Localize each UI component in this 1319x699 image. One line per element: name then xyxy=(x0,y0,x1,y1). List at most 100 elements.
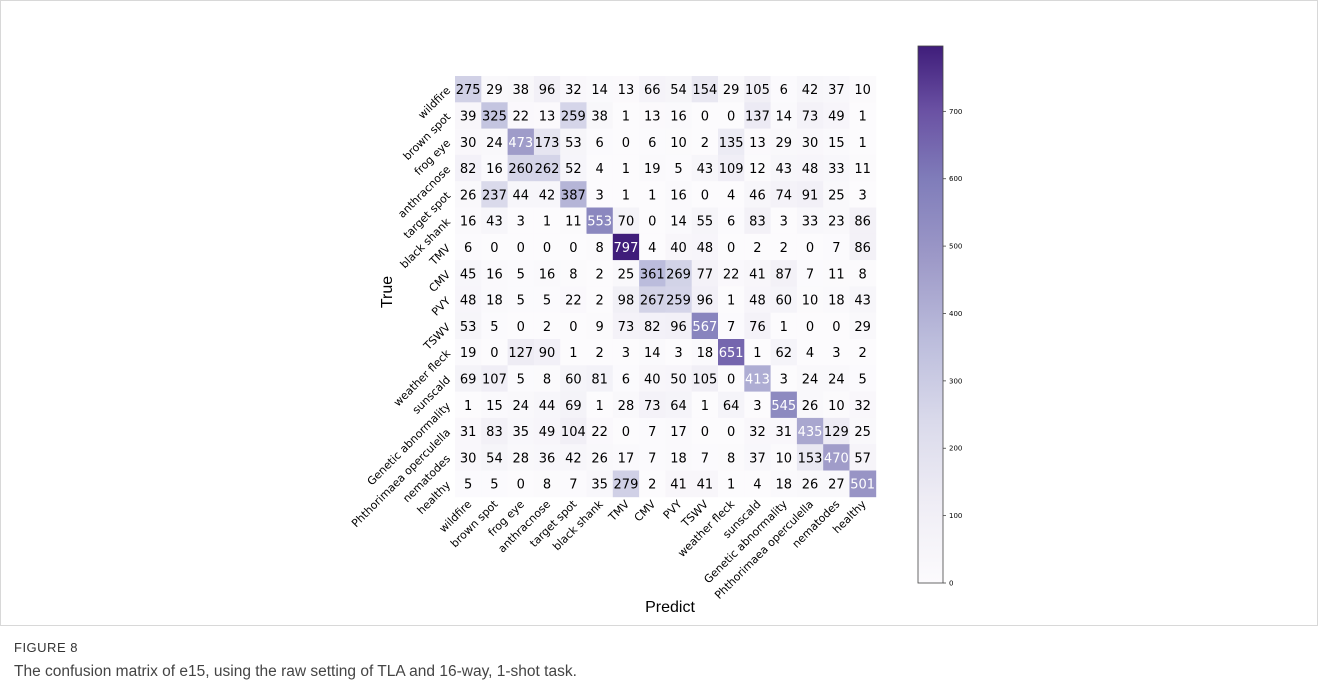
heatmap-cell xyxy=(612,391,640,419)
cell-value: 13 xyxy=(618,83,635,98)
cell-value: 16 xyxy=(670,109,687,124)
cell-value: 73 xyxy=(618,320,635,335)
cell-value: 32 xyxy=(749,425,766,440)
heatmap-cell xyxy=(744,339,771,366)
heatmap-cell xyxy=(586,76,614,103)
heatmap-cell xyxy=(823,102,850,129)
heatmap-cell xyxy=(481,233,508,261)
cell-value: 66 xyxy=(644,83,661,98)
cell-value: 16 xyxy=(539,267,556,282)
heatmap-cell xyxy=(612,154,640,182)
cell-value: 69 xyxy=(460,372,477,387)
cell-value: 5 xyxy=(859,372,867,387)
cell-value: 38 xyxy=(591,109,608,124)
heatmap-cell xyxy=(639,76,666,103)
cell-value: 44 xyxy=(512,188,529,203)
heatmap-cell xyxy=(507,207,535,235)
heatmap-cell xyxy=(849,286,877,314)
cell-value: 3 xyxy=(753,399,761,414)
heatmap-cell xyxy=(507,339,535,366)
cell-value: 43 xyxy=(854,294,871,309)
cell-value: 52 xyxy=(565,162,582,177)
heatmap-cell xyxy=(823,233,850,261)
cell-value: 2 xyxy=(596,346,604,361)
colorbar-tick-label: 0 xyxy=(949,580,953,588)
cell-value: 25 xyxy=(618,267,635,282)
heatmap-cell xyxy=(481,260,508,287)
heatmap-cell xyxy=(665,339,693,366)
heatmap-cell xyxy=(533,312,561,340)
cell-value: 22 xyxy=(512,109,529,124)
heatmap-cell xyxy=(586,181,614,208)
heatmap-cell xyxy=(481,470,508,498)
cell-value: 40 xyxy=(644,372,661,387)
cell-value: 37 xyxy=(828,83,845,98)
heatmap-cell xyxy=(665,417,693,445)
heatmap-cell xyxy=(718,417,745,445)
cell-value: 7 xyxy=(648,425,656,440)
cell-value: 98 xyxy=(618,294,635,309)
heatmap-cell xyxy=(612,128,640,156)
cell-value: 43 xyxy=(697,162,714,177)
cell-value: 62 xyxy=(775,346,792,361)
cell-value: 1 xyxy=(464,399,472,414)
cell-value: 567 xyxy=(692,320,717,335)
cell-value: 2 xyxy=(543,320,551,335)
cell-value: 77 xyxy=(697,267,714,282)
cell-value: 36 xyxy=(539,451,556,466)
cell-value: 14 xyxy=(591,83,608,98)
cell-value: 32 xyxy=(565,83,582,98)
heatmap-cell xyxy=(718,128,745,156)
heatmap-cell xyxy=(533,207,561,235)
heatmap-cell xyxy=(665,286,693,314)
heatmap-cell xyxy=(533,286,561,314)
cell-value: 18 xyxy=(775,478,792,493)
cell-value: 0 xyxy=(727,425,735,440)
cell-value: 501 xyxy=(850,478,875,493)
heatmap-cell xyxy=(612,207,640,235)
cell-value: 1 xyxy=(727,294,735,309)
heatmap-cell xyxy=(665,128,693,156)
heatmap-cell xyxy=(612,102,640,129)
heatmap-cell xyxy=(455,181,482,208)
heatmap-cell xyxy=(691,444,719,471)
cell-value: 26 xyxy=(802,478,819,493)
heatmap-cell xyxy=(718,286,745,314)
heatmap-cell xyxy=(455,391,482,419)
heatmap-cell xyxy=(507,365,535,392)
cell-value: 4 xyxy=(753,478,761,493)
cell-value: 6 xyxy=(648,136,656,151)
cell-value: 35 xyxy=(512,425,529,440)
colorbar-ticks: 0 100 200 300 400 500 600 700 xyxy=(943,108,962,588)
cell-value: 15 xyxy=(486,399,503,414)
cell-value: 0 xyxy=(569,241,577,256)
heatmap-cell xyxy=(533,233,561,261)
heatmap-cell xyxy=(481,417,508,445)
cell-value: 42 xyxy=(802,83,819,98)
heatmap-cell xyxy=(770,417,798,445)
cell-value: 43 xyxy=(775,162,792,177)
cell-value: 127 xyxy=(508,346,533,361)
heatmap-cell xyxy=(691,154,719,182)
heatmap-cell xyxy=(533,128,561,156)
heatmap-cell xyxy=(691,391,719,419)
heatmap-cell xyxy=(718,470,745,498)
heatmap-cell xyxy=(560,286,587,314)
heatmap-cell xyxy=(455,154,482,182)
cell-value: 0 xyxy=(490,346,498,361)
heatmap-cell xyxy=(533,76,561,103)
heatmap-cell xyxy=(691,417,719,445)
cell-value: 0 xyxy=(622,425,630,440)
x-tick-label: TMV xyxy=(605,497,632,524)
cell-value: 19 xyxy=(460,346,477,361)
heatmap-cell xyxy=(691,365,719,392)
heatmap-cell xyxy=(455,470,482,498)
cell-value: 1 xyxy=(648,188,656,203)
cell-value: 109 xyxy=(719,162,744,177)
cell-value: 5 xyxy=(674,162,682,177)
cell-value: 26 xyxy=(802,399,819,414)
heatmap-cell xyxy=(849,154,877,182)
cell-value: 1 xyxy=(780,320,788,335)
heatmap-cell xyxy=(586,365,614,392)
